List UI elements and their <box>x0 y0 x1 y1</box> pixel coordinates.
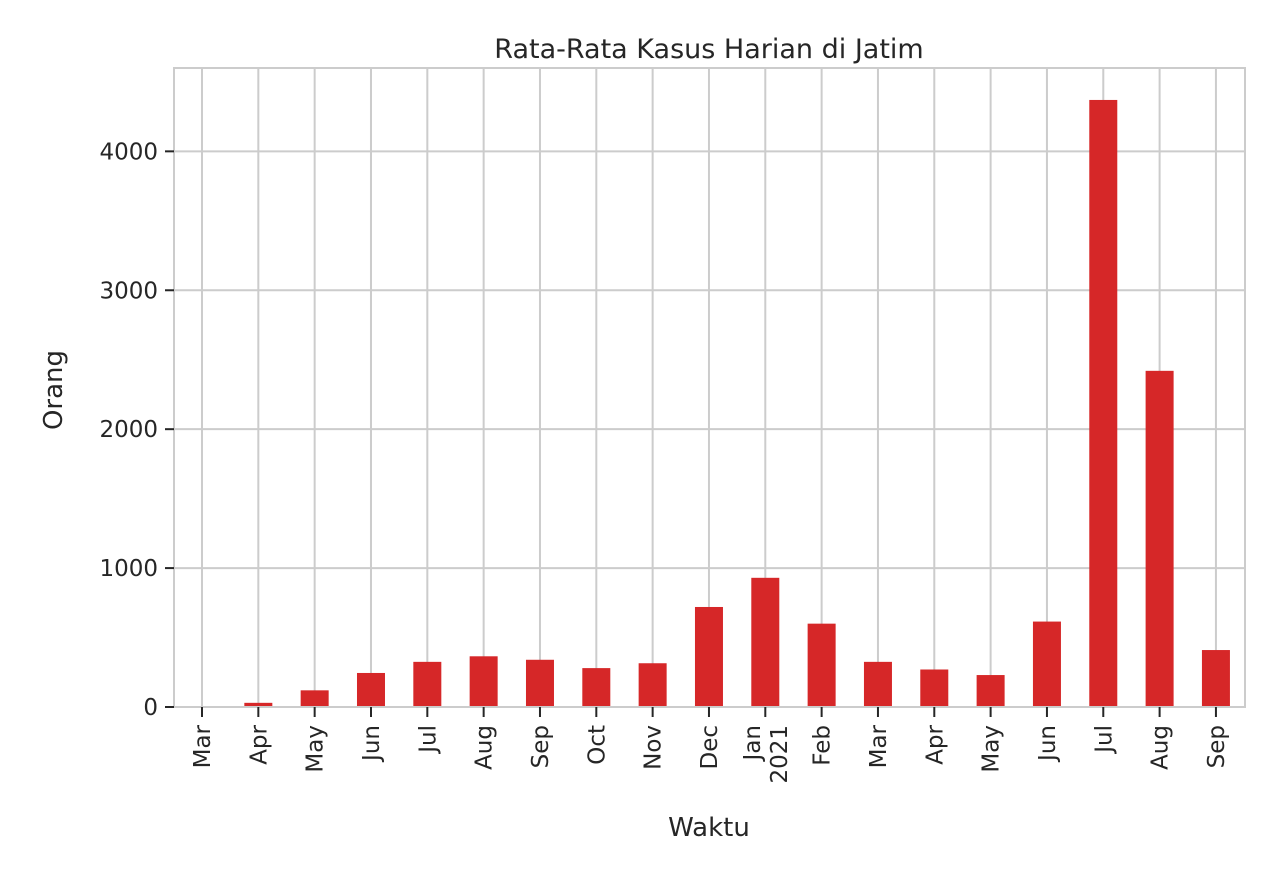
bar <box>244 702 273 707</box>
x-tick-label: Oct <box>584 725 610 765</box>
bar <box>300 690 329 707</box>
x-tick-label: Mar <box>190 724 216 768</box>
y-tick-label: 0 <box>143 695 158 721</box>
bar <box>1201 650 1230 707</box>
bar <box>920 669 949 707</box>
x-tick-label: May <box>303 725 329 773</box>
bar <box>1089 99 1118 707</box>
bar <box>751 577 780 707</box>
bar <box>863 661 892 707</box>
x-tick-label: Jul <box>1091 725 1117 755</box>
x-axis-label: Waktu <box>668 813 750 843</box>
x-tick-label: Jul <box>415 725 441 755</box>
y-tick-label: 3000 <box>99 278 158 304</box>
x-ticks: Mar Apr May Jun Jul Aug Sep Oct Nov Dec Jan 2021 Feb… <box>190 707 1230 784</box>
x-tick-label: Feb <box>810 725 836 766</box>
bar <box>976 675 1005 707</box>
x-tick-label: Sep <box>528 725 554 768</box>
x-tick-label: Nov <box>641 725 667 770</box>
x-tick-label: Dec <box>697 725 723 770</box>
bar <box>1145 370 1174 707</box>
x-tick-label: Aug <box>1148 725 1174 770</box>
bar <box>356 672 385 707</box>
y-ticks: 0 1000 2000 3000 4000 <box>99 139 174 721</box>
bar <box>638 663 667 707</box>
x-tick-label: Mar <box>866 724 892 768</box>
x-tick-label: Jun <box>1035 725 1061 763</box>
x-tick-label: Jun <box>359 725 385 763</box>
bar <box>413 661 442 707</box>
chart-title: Rata-Rata Kasus Harian di Jatim <box>494 34 923 65</box>
x-tick-label: Sep <box>1204 725 1230 768</box>
bar <box>469 656 498 707</box>
x-tick-label: Apr <box>922 724 948 764</box>
x-tick-label: Apr <box>246 724 272 764</box>
x-tick-label: 2021 <box>767 725 793 784</box>
x-tick-label: Jan <box>740 725 766 762</box>
x-tick-label: Aug <box>472 725 498 770</box>
y-axis-label: Orang <box>39 350 69 430</box>
bar <box>582 668 611 707</box>
bar <box>1032 621 1061 707</box>
y-tick-label: 2000 <box>99 417 158 443</box>
x-tick-label: May <box>979 725 1005 773</box>
bar <box>525 659 554 707</box>
bar <box>807 623 836 707</box>
bar <box>694 606 723 707</box>
bars <box>188 99 1230 707</box>
y-tick-label: 4000 <box>99 139 158 165</box>
y-tick-label: 1000 <box>99 556 158 582</box>
